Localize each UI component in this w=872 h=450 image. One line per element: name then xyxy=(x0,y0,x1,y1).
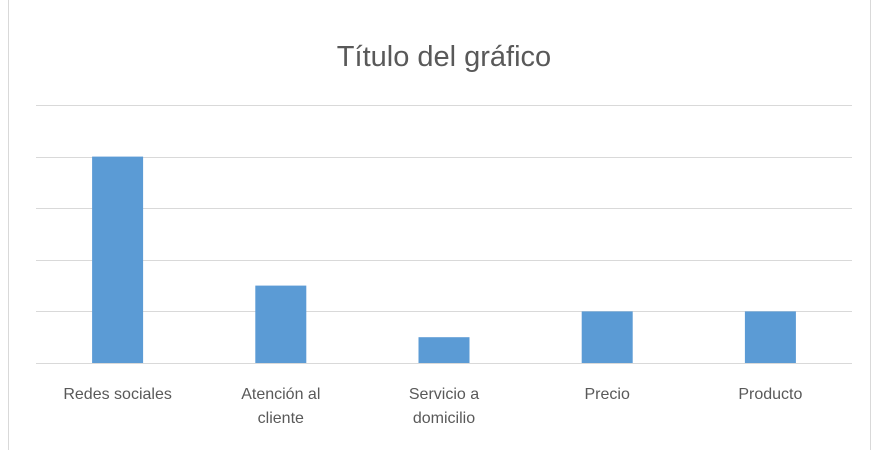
bar xyxy=(255,285,307,363)
x-tick-label: Precio xyxy=(584,386,630,403)
bar xyxy=(744,311,796,363)
x-tick-label: Atención al cliente xyxy=(241,386,321,427)
x-tick-label: Producto xyxy=(738,386,803,403)
x-tick-label: Servicio a domicilio xyxy=(408,386,480,427)
bar xyxy=(581,311,633,363)
x-tick-label: Redes sociales xyxy=(63,386,172,403)
bar xyxy=(418,337,470,363)
bar xyxy=(92,156,144,363)
chart-border xyxy=(8,0,871,450)
chart-title: Título del gráfico xyxy=(337,41,551,73)
